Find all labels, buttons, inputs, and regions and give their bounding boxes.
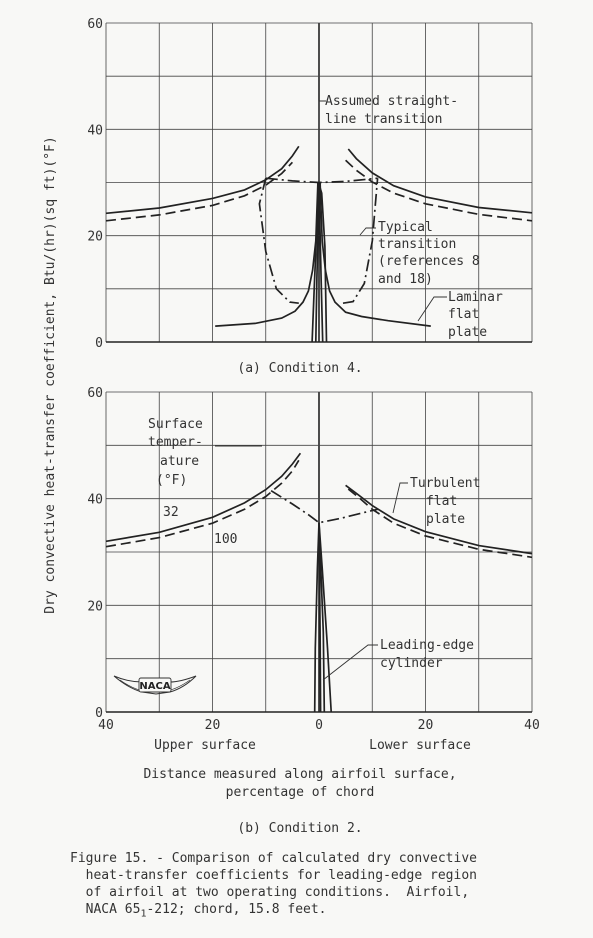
y-tick-label: 40	[87, 493, 103, 508]
y-tick-label: 60	[87, 386, 103, 401]
panel-b-x-ticks: 40 20 0 20 40	[98, 718, 540, 733]
annotation-laminar-2: flat	[448, 307, 479, 322]
annotation-laminar-3: plate	[448, 325, 487, 340]
y-tick-label: 60	[87, 17, 103, 32]
y-tick-label: 0	[95, 706, 103, 721]
leader-leading-edge	[322, 644, 378, 681]
naca-logo: NACA	[113, 675, 197, 695]
x-tick-label: 20	[418, 718, 434, 733]
annotation-typical-4: and 18)	[378, 272, 433, 287]
annotation-straight-line-1: Assumed straight-	[325, 94, 458, 109]
x-label-upper-surface: Upper surface	[154, 738, 256, 753]
series-line-dashed	[345, 159, 533, 222]
naca-logo-text: NACA	[139, 681, 170, 692]
panel-a-curves	[105, 145, 533, 343]
y-tick-label: 20	[87, 230, 103, 245]
series-line-solid	[319, 182, 431, 327]
panel-b-annotations: Surface temper- ature (°F) 32 100 Turbul…	[148, 417, 480, 681]
y-tick-label: 0	[95, 336, 103, 351]
annotation-leading-edge-2: cylinder	[380, 656, 443, 671]
panel-b-subtitle: (b) Condition 2.	[237, 821, 362, 836]
y-tick-label: 20	[87, 599, 103, 614]
series-line-dashdot	[258, 177, 299, 305]
annotation-surface-1: Surface	[148, 417, 203, 432]
series-line-solid	[318, 522, 326, 713]
annotation-typical-2: transition	[378, 237, 456, 252]
x-tick-label: 40	[98, 718, 114, 733]
panel-b: 0 20 40 60 40 20 0 20 40 Surface temper- ature …	[87, 386, 539, 836]
annotation-surface-3: ature	[160, 454, 199, 469]
x-axis-label-line-2: percentage of chord	[226, 785, 375, 800]
y-axis-label: Dry convective heat-transfer coefficient…	[43, 136, 58, 613]
annotation-turbulent-2: flat	[426, 494, 457, 509]
annotation-straight-line-2: line transition	[325, 112, 442, 127]
panel-b-curves	[105, 452, 533, 713]
x-tick-label: 20	[205, 718, 221, 733]
annotation-turbulent-1: Turbulent	[410, 476, 480, 491]
x-label-lower-surface: Lower surface	[369, 738, 471, 753]
leader-laminar	[417, 296, 447, 322]
series-line-solid	[345, 484, 533, 555]
caption-line-3: of airfoil at two operating conditions. …	[70, 885, 470, 900]
caption-line-2: heat-transfer coefficients for leading-e…	[70, 868, 477, 883]
annotation-32: 32	[163, 505, 179, 520]
annotation-100: 100	[214, 532, 237, 547]
panel-a: 0 20 40 60 Assumed straight- line transitio…	[87, 17, 533, 376]
series-line-solid	[347, 148, 533, 214]
annotation-typical-3: (references 8	[378, 254, 480, 269]
caption-subscript: 1	[140, 908, 147, 920]
series-line-dashed	[105, 459, 300, 548]
annotation-typical-1: Typical	[378, 220, 433, 235]
annotation-surface-2: temper-	[148, 435, 203, 450]
series-line-solid	[105, 452, 302, 543]
series-line-dashed	[105, 161, 294, 222]
annotation-laminar-1: Laminar	[448, 290, 503, 305]
series-line-solid	[314, 183, 324, 343]
caption-line-4: NACA 65	[70, 902, 141, 917]
caption-line-4b: -212; chord, 15.8 feet.	[146, 902, 327, 917]
leader-turbulent	[392, 482, 408, 514]
x-tick-label: 40	[524, 718, 540, 733]
y-tick-label: 40	[87, 123, 103, 138]
panel-a-y-ticks: 0 20 40 60	[87, 17, 103, 351]
series-line-dashdot	[270, 489, 378, 524]
leader-straight-line	[318, 100, 326, 180]
series-line-solid	[215, 182, 319, 327]
series-line-dashdot	[265, 177, 378, 184]
panel-b-y-ticks: 0 20 40 60	[87, 386, 103, 721]
caption-line-1: Figure 15. - Comparison of calculated dr…	[70, 851, 477, 866]
panel-a-annotations: Assumed straight- line transition Typica…	[318, 94, 503, 340]
panel-a-subtitle: (a) Condition 4.	[237, 361, 362, 376]
annotation-surface-4: (°F)	[156, 473, 187, 488]
x-axis-label-line-1: Distance measured along airfoil surface,	[143, 767, 456, 782]
annotation-turbulent-3: plate	[426, 512, 465, 527]
leader-typical	[359, 227, 376, 236]
x-tick-label: 0	[315, 718, 323, 733]
series-line-dashdot	[342, 178, 379, 305]
annotation-leading-edge-1: Leading-edge	[380, 638, 474, 653]
series-line-solid	[105, 145, 300, 215]
figure-caption: Figure 15. - Comparison of calculated dr…	[70, 850, 570, 923]
